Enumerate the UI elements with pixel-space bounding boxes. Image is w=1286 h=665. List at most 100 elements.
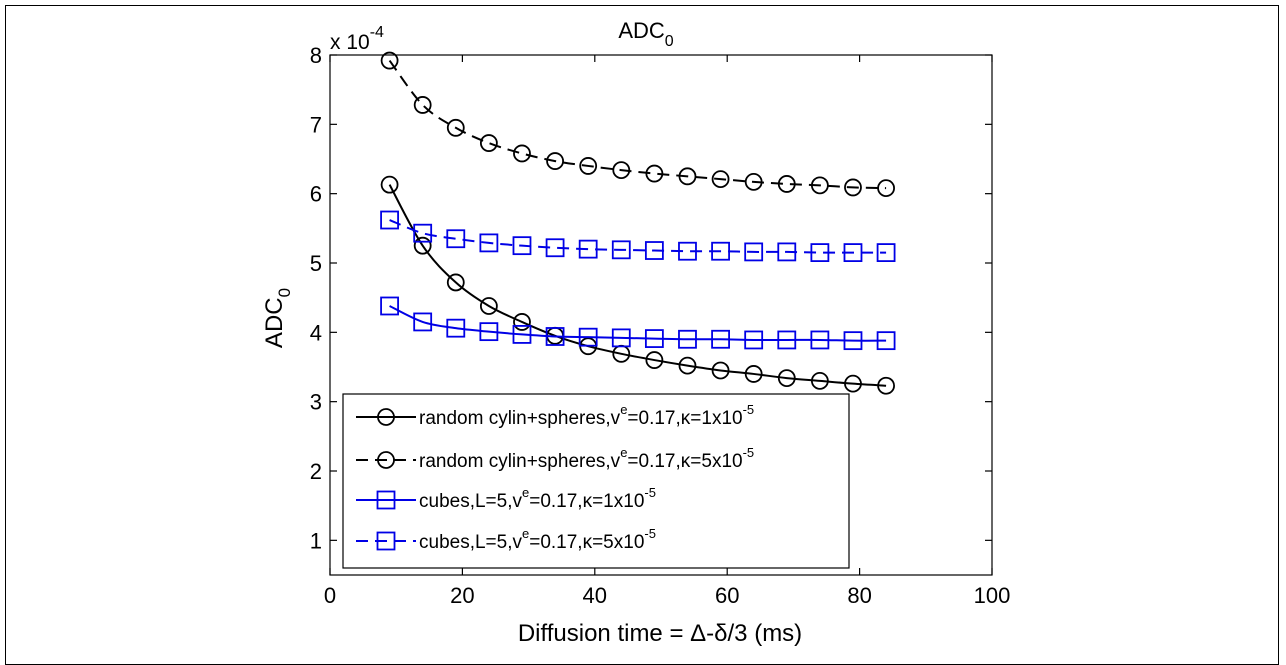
data-point (810, 243, 830, 263)
series-4 (380, 210, 896, 263)
data-point (513, 144, 531, 163)
legend-marker (376, 490, 396, 510)
data-point (545, 327, 565, 346)
data-point (446, 273, 465, 292)
data-point (446, 229, 466, 249)
data-point (877, 179, 895, 198)
data-point (844, 178, 862, 197)
series-line (388, 59, 887, 190)
data-point (876, 243, 896, 263)
data-point (777, 175, 796, 193)
legend-label: cubes,L=5,ve=0.17,κ=5x10-5 (419, 526, 656, 553)
data-point (513, 313, 531, 331)
y-tick-label: 2 (310, 459, 322, 484)
legend-marker (377, 451, 395, 469)
data-point (810, 176, 829, 195)
y-tick-label: 5 (310, 251, 322, 276)
data-point (413, 312, 433, 332)
series-3 (380, 296, 896, 351)
series-2 (380, 51, 895, 198)
data-point (579, 157, 598, 175)
data-point (512, 236, 532, 256)
legend-item-3: cubes,L=5,ve=0.17,κ=1x10-5 (356, 485, 656, 512)
data-point (380, 296, 399, 316)
y-tick-label: 4 (310, 320, 322, 345)
chart-title: ADC0 (618, 18, 673, 50)
legend-item-1: random cylin+spheres,ve=0.17,κ=1x10-5 (356, 402, 754, 429)
y-tick-label: 3 (310, 390, 322, 415)
y-exponent-label: x 10-4 (330, 24, 384, 54)
x-tick-label: 40 (583, 583, 607, 608)
data-point (711, 329, 730, 349)
data-point (512, 325, 532, 344)
series-line (388, 184, 887, 387)
data-point (611, 328, 631, 348)
data-point (645, 351, 664, 369)
data-point (777, 330, 797, 350)
data-point (380, 210, 399, 230)
data-point (380, 51, 399, 70)
data-point (413, 223, 433, 243)
data-point (678, 241, 697, 261)
x-tick-label: 60 (715, 583, 739, 608)
legend-item-2: random cylin+spheres,ve=0.17,κ=5x10-5 (356, 445, 754, 472)
data-point (777, 369, 796, 387)
series-line (389, 305, 887, 342)
plot-area (329, 54, 993, 576)
data-point (546, 152, 564, 170)
x-axis-label: Diffusion time = Δ-δ/3 (ms) (518, 620, 802, 647)
axis-ticks: 0 20 40 60 80 100 1 2 3 4 5 6 7 8 (310, 43, 1011, 608)
data-point (711, 241, 730, 261)
data-point (479, 322, 499, 342)
series-layer (380, 51, 896, 395)
data-point (810, 330, 830, 350)
legend: random cylin+spheres,ve=0.17,κ=1x10-5 ran… (342, 393, 850, 569)
y-tick-label: 6 (310, 182, 322, 207)
y-axis-label-sub: 0 (275, 288, 294, 297)
series-line (389, 219, 887, 254)
x-tick-label: 20 (450, 583, 474, 608)
data-point (446, 318, 466, 338)
legend-box (342, 393, 850, 569)
data-point (843, 331, 863, 351)
data-point (678, 167, 697, 186)
y-tick-label: 1 (310, 528, 322, 553)
data-point (844, 374, 862, 393)
data-point (479, 134, 498, 152)
legend-label: random cylin+spheres,ve=0.17,κ=5x10-5 (419, 445, 754, 472)
data-point (446, 118, 465, 137)
data-point (612, 161, 631, 179)
x-tick-label: 0 (324, 583, 336, 608)
data-point (644, 241, 664, 260)
data-point (678, 356, 697, 375)
data-point (380, 175, 399, 194)
data-point (777, 242, 797, 262)
data-point (645, 164, 664, 183)
legend-label: cubes,L=5,ve=0.17,κ=1x10-5 (419, 485, 656, 512)
data-point (744, 365, 763, 383)
y-tick-label: 7 (310, 112, 322, 137)
data-point (711, 170, 730, 189)
data-point (744, 330, 764, 350)
data-point (479, 297, 498, 315)
data-point (744, 172, 763, 191)
data-point (413, 236, 432, 255)
data-point (744, 242, 764, 262)
y-tick-label: 8 (310, 43, 322, 68)
y-exponent-power: -4 (370, 24, 384, 41)
legend-label: random cylin+spheres,ve=0.17,κ=1x10-5 (419, 402, 754, 429)
data-point (810, 371, 829, 390)
data-point (843, 243, 863, 263)
x-tick-label: 80 (847, 583, 871, 608)
legend-marker (377, 408, 395, 426)
legend-marker (376, 531, 396, 551)
data-point (611, 240, 631, 260)
data-point (678, 329, 697, 349)
data-point (877, 376, 895, 395)
data-point (644, 329, 664, 348)
data-point (711, 361, 730, 380)
chart-title-sub: 0 (665, 33, 674, 50)
x-tick-label: 100 (974, 583, 1011, 608)
data-point (578, 239, 598, 259)
data-point (413, 96, 432, 114)
